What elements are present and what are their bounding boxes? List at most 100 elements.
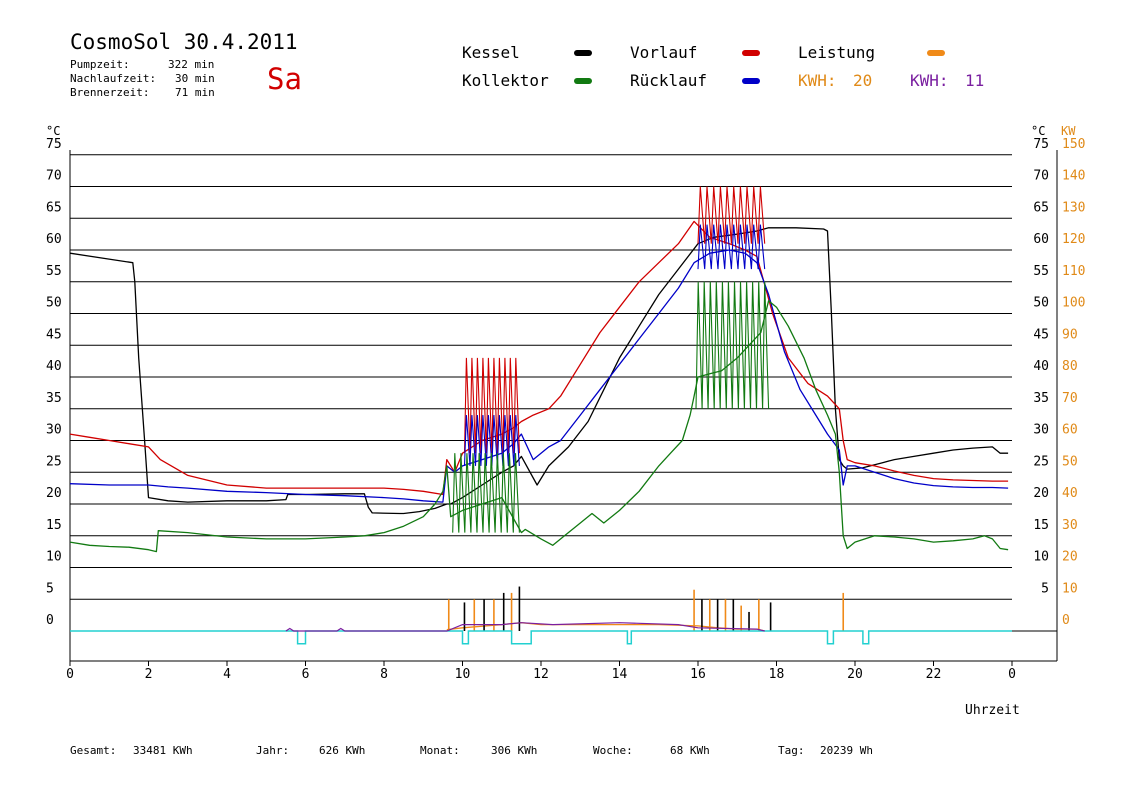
footer-gesamt-label: Gesamt:	[70, 744, 117, 757]
x-tick-label: 12	[533, 667, 549, 682]
y-tick-label-kw: 100	[1062, 296, 1085, 311]
x-tick-label: 8	[380, 667, 388, 682]
series-line-vorlauf	[69, 220, 1009, 496]
footer-jahr-value: 626 KWh	[319, 744, 366, 757]
y-tick-label-left: 75	[46, 137, 62, 152]
y-tick-label-kw: 120	[1062, 232, 1085, 247]
series-oscillation-ruecklauf	[697, 224, 766, 270]
y-tick-label-kw: 60	[1062, 423, 1078, 438]
footer-tag-value: 20239 Wh	[820, 744, 873, 757]
legend-kwh2-value: 11	[965, 71, 985, 90]
y-tick-label-right: 60	[1033, 232, 1049, 247]
weekday-label: Sa	[267, 62, 302, 96]
y-tick-label-right: 5	[1041, 581, 1049, 596]
footer-monat-label: Monat:	[420, 744, 460, 757]
y-tick-label-right: 50	[1033, 296, 1049, 311]
x-tick-label: 0	[66, 667, 74, 682]
footer-monat-value: 306 KWh	[491, 744, 538, 757]
y-axis-unit-kw: KW	[1061, 124, 1076, 138]
y-tick-label-kw: 150	[1062, 137, 1085, 152]
stat-brennerzeit-label: Brennerzeit:	[70, 86, 150, 99]
series-oscillation-vorlauf	[697, 186, 766, 244]
y-tick-label-right: 15	[1033, 518, 1049, 533]
y-tick-label-right: 70	[1033, 169, 1049, 184]
y-tick-label-kw: 140	[1062, 169, 1085, 184]
kwh2-trace	[285, 622, 765, 632]
legend-kwh1-value: 20	[853, 71, 873, 90]
y-tick-label-right: 75	[1033, 137, 1049, 152]
y-tick-label-kw: 110	[1062, 264, 1085, 279]
y-tick-label-left: 15	[46, 518, 62, 533]
y-tick-label-left: 5	[46, 581, 54, 596]
y-tick-label-left: 35	[46, 391, 62, 406]
y-tick-label-right: 40	[1033, 359, 1049, 374]
y-tick-label-kw: 50	[1062, 454, 1078, 469]
stat-brennerzeit-value: 71 min	[175, 86, 215, 99]
series-oscillation-kollektor	[452, 453, 520, 533]
legend-kwh1-label: KWH:	[798, 71, 837, 90]
stat-pumpzeit-value: 322 min	[168, 58, 215, 71]
y-tick-label-left: 70	[46, 169, 62, 184]
y-tick-label-right: 10	[1033, 550, 1049, 565]
footer-jahr-label: Jahr:	[256, 744, 290, 757]
y-tick-label-kw: 10	[1062, 581, 1078, 596]
y-axis-unit-right: °C	[1031, 124, 1045, 138]
y-tick-label-kw: 0	[1062, 613, 1070, 628]
footer-gesamt-value: 33481 KWh	[133, 744, 193, 757]
x-tick-label: 14	[612, 667, 628, 682]
y-tick-label-right: 55	[1033, 264, 1049, 279]
footer-woche-value: 68 KWh	[670, 744, 710, 757]
y-tick-label-left: 50	[46, 296, 62, 311]
x-tick-label: 0	[1008, 667, 1016, 682]
pump-status-line	[70, 630, 1012, 645]
y-tick-label-left: 10	[46, 550, 62, 565]
series-line-ruecklauf	[69, 249, 1009, 503]
legend-leistung-label: Leistung	[798, 43, 876, 62]
y-tick-label-left: 55	[46, 264, 62, 279]
x-tick-label: 6	[302, 667, 310, 682]
y-tick-label-right: 65	[1033, 200, 1049, 215]
y-tick-label-left: 0	[46, 613, 54, 628]
series-line-kollektor	[69, 300, 1009, 553]
x-axis-title: Uhrzeit	[965, 703, 1020, 718]
y-tick-label-kw: 90	[1062, 327, 1078, 342]
y-tick-label-kw: 70	[1062, 391, 1078, 406]
legend-kollektor-label: Kollektor	[462, 71, 549, 90]
stat-nachlaufzeit-value: 30 min	[175, 72, 215, 85]
footer-woche-label: Woche:	[593, 744, 633, 757]
stat-nachlaufzeit-label: Nachlaufzeit:	[70, 72, 157, 85]
y-tick-label-kw: 30	[1062, 518, 1078, 533]
y-tick-label-right: 35	[1033, 391, 1049, 406]
y-tick-label-left: 25	[46, 454, 62, 469]
y-tick-label-left: 65	[46, 200, 62, 215]
series-oscillation-vorlauf	[463, 357, 520, 454]
x-tick-label: 16	[690, 667, 706, 682]
y-tick-label-right: 45	[1033, 327, 1049, 342]
legend-ruecklauf-label: Rücklauf	[630, 71, 708, 90]
legend-vorlauf-label: Vorlauf	[630, 43, 698, 62]
x-tick-label: 22	[926, 667, 942, 682]
y-axis-unit-left: °C	[46, 124, 60, 138]
y-tick-label-right: 20	[1033, 486, 1049, 501]
legend-kwh2-label: KWH:	[910, 71, 949, 90]
chart-title: CosmoSol 30.4.2011	[70, 30, 298, 54]
y-tick-label-left: 45	[46, 327, 62, 342]
y-tick-label-left: 20	[46, 486, 62, 501]
x-tick-label: 2	[145, 667, 153, 682]
x-tick-label: 18	[769, 667, 785, 682]
series-oscillation-kollektor	[695, 281, 770, 409]
y-tick-label-left: 30	[46, 423, 62, 438]
y-tick-label-right: 25	[1033, 454, 1049, 469]
y-tick-label-kw: 40	[1062, 486, 1078, 501]
x-tick-label: 10	[455, 667, 471, 682]
x-tick-label: 20	[847, 667, 863, 682]
y-tick-label-kw: 130	[1062, 200, 1085, 215]
y-tick-label-left: 40	[46, 359, 62, 374]
y-tick-label-left: 60	[46, 232, 62, 247]
y-tick-label-kw: 80	[1062, 359, 1078, 374]
x-tick-label: 4	[223, 667, 231, 682]
footer-tag-label: Tag:	[778, 744, 805, 757]
series-line-kessel	[69, 227, 1009, 515]
y-tick-label-kw: 20	[1062, 550, 1078, 565]
